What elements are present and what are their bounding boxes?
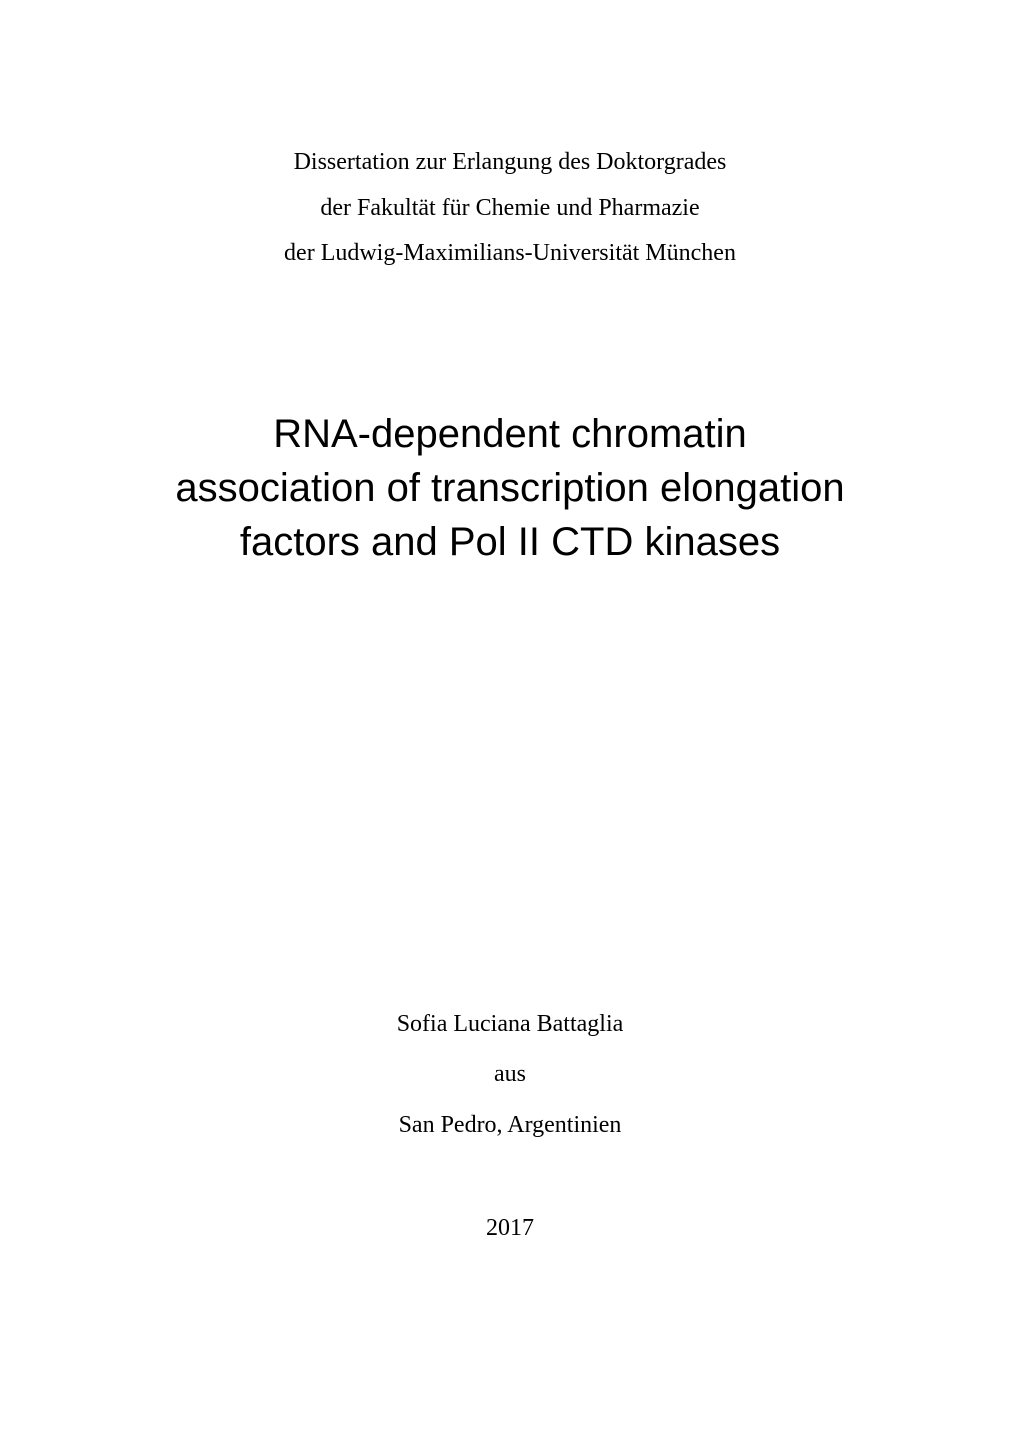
author-name: Sofia Luciana Battaglia — [397, 999, 624, 1049]
author-block: Sofia Luciana Battaglia aus San Pedro, A… — [397, 999, 624, 1150]
publication-year: 2017 — [486, 1215, 534, 1242]
author-origin: San Pedro, Argentinien — [397, 1100, 624, 1150]
title-page: Dissertation zur Erlangung des Doktorgra… — [0, 0, 1020, 1443]
title-line-2: association of transcription elongation — [175, 461, 844, 515]
author-from-label: aus — [397, 1049, 624, 1099]
header-line-3: der Ludwig-Maximilians-Universität Münch… — [284, 231, 736, 277]
header-line-2: der Fakultät für Chemie und Pharmazie — [284, 186, 736, 232]
title-line-3: factors and Pol II CTD kinases — [175, 515, 844, 569]
title-line-1: RNA-dependent chromatin — [175, 407, 844, 461]
dissertation-title: RNA-dependent chromatin association of t… — [175, 407, 844, 569]
dissertation-header: Dissertation zur Erlangung des Doktorgra… — [284, 140, 736, 277]
header-line-1: Dissertation zur Erlangung des Doktorgra… — [284, 140, 736, 186]
